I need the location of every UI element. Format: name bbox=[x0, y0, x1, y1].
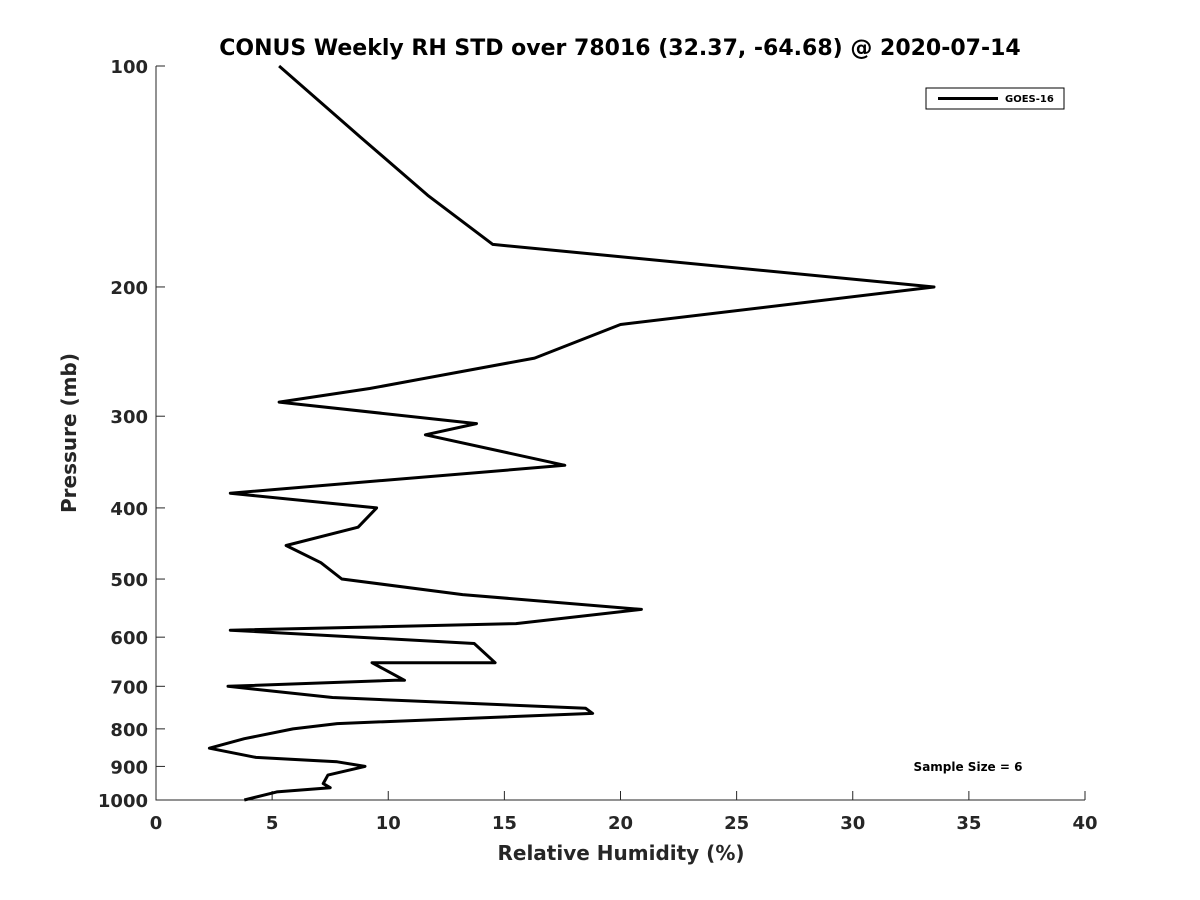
y-tick-label: 800 bbox=[110, 720, 148, 741]
y-tick-label: 400 bbox=[110, 499, 148, 520]
x-tick-label: 25 bbox=[724, 813, 749, 834]
axes-lines bbox=[155, 66, 1085, 801]
y-tick-label: 200 bbox=[110, 278, 148, 299]
chart-title: CONUS Weekly RH STD over 78016 (32.37, -… bbox=[219, 36, 1020, 61]
x-tick-label: 5 bbox=[266, 813, 279, 834]
x-tick-label: 30 bbox=[840, 813, 865, 834]
y-tick-label: 700 bbox=[110, 677, 148, 698]
y-axis-label: Pressure (mb) bbox=[57, 353, 81, 513]
x-tick-label: 10 bbox=[376, 813, 401, 834]
y-tick-label: 600 bbox=[110, 628, 148, 649]
y-tick-label: 1000 bbox=[98, 791, 148, 812]
x-tick-label: 35 bbox=[956, 813, 981, 834]
legend: GOES-16 bbox=[925, 87, 1065, 110]
x-tick-label: 0 bbox=[150, 813, 163, 834]
sample-size-annotation: Sample Size = 6 bbox=[914, 760, 1023, 774]
x-tick-label: 20 bbox=[608, 813, 633, 834]
x-tick-label: 40 bbox=[1072, 813, 1097, 834]
legend-label: GOES-16 bbox=[1005, 94, 1054, 105]
axis-ticks: 0 5 10 15 20 25 30 35 40 100 200 300 400 500 600 700 800… bbox=[98, 57, 1098, 834]
y-tick-label: 500 bbox=[110, 570, 148, 591]
x-tick-label: 15 bbox=[492, 813, 517, 834]
series-line-goes16 bbox=[207, 64, 936, 802]
x-axis-label: Relative Humidity (%) bbox=[497, 841, 744, 865]
y-tick-label: 900 bbox=[110, 757, 148, 778]
y-tick-label: 300 bbox=[110, 407, 148, 428]
y-tick-label: 100 bbox=[110, 57, 148, 78]
